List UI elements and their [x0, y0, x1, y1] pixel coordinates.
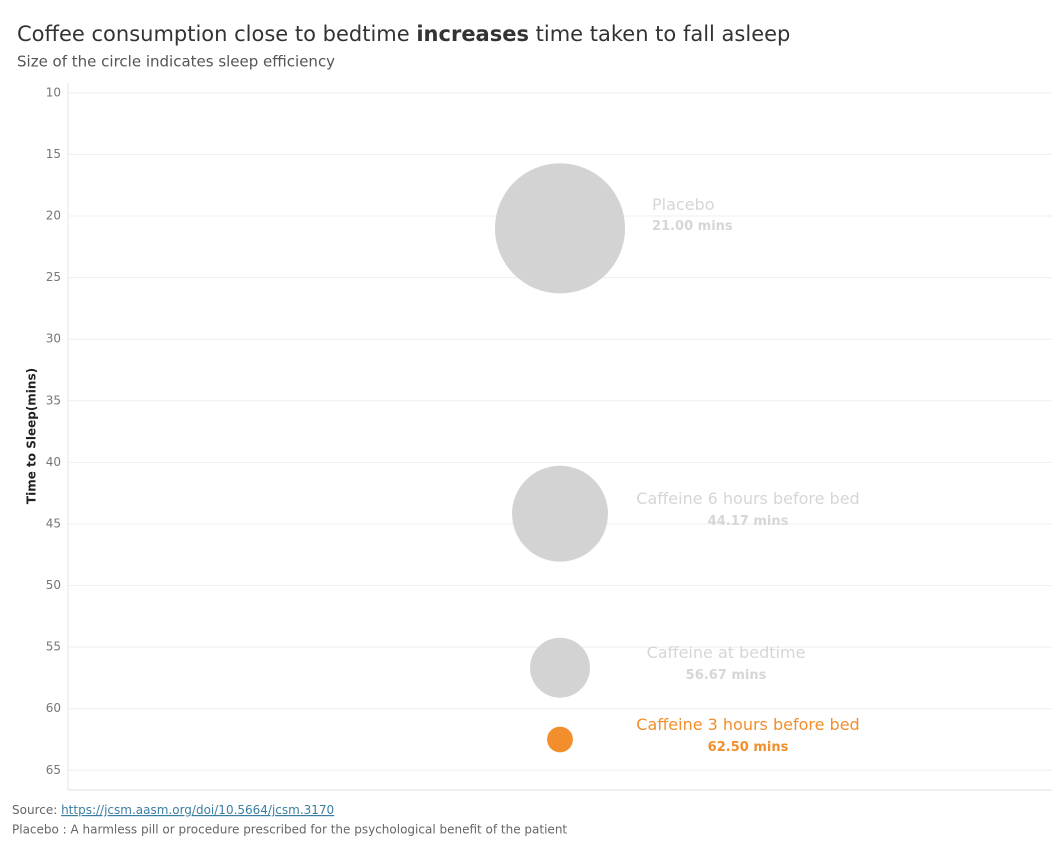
- value-label: 56.67 mins: [686, 668, 767, 683]
- value-label: 44.17 mins: [708, 514, 789, 529]
- placebo-note: Placebo : A harmless pill or procedure p…: [12, 823, 567, 837]
- y-tick-label: 50: [46, 578, 61, 592]
- bubble-label: Placebo: [652, 195, 714, 214]
- bubble-label: Caffeine 3 hours before bed: [636, 715, 859, 734]
- plot-area: 10 15 20 25 30 35 40 45 50 55 60 65 Placebo 21.00 min…: [46, 85, 1052, 777]
- chart-title: Coffee consumption close to bedtime incr…: [17, 22, 790, 46]
- title-part: Coffee consumption close to bedtime: [17, 22, 416, 46]
- y-tick-label: 40: [46, 455, 61, 469]
- chart-subtitle: Size of the circle indicates sleep effic…: [17, 53, 335, 71]
- y-tick-label: 65: [46, 763, 61, 777]
- y-tick-label: 30: [46, 332, 61, 346]
- y-tick-label: 35: [46, 393, 61, 407]
- y-tick-label: 25: [46, 270, 61, 284]
- y-tick-label: 20: [46, 209, 61, 223]
- source-link[interactable]: https://jcsm.aasm.org/doi/10.5664/jcsm.3…: [61, 803, 334, 817]
- bubble: [494, 163, 626, 294]
- source: Source: https://jcsm.aasm.org/doi/10.566…: [12, 803, 334, 817]
- bubble: [512, 465, 608, 562]
- title-part: time taken to fall asleep: [529, 22, 790, 46]
- value-label: 62.50 mins: [708, 740, 789, 755]
- bubble-label: Caffeine at bedtime: [647, 643, 806, 662]
- title-emphasis: increases: [416, 22, 529, 46]
- bubble: [547, 726, 573, 753]
- value-label: 21.00 mins: [652, 219, 733, 234]
- source-label: Source:: [12, 803, 61, 817]
- y-tick-label: 15: [46, 147, 61, 161]
- y-tick-label: 10: [46, 85, 61, 99]
- y-axis-title: Time to Sleep(mins): [25, 368, 39, 504]
- y-tick-label: 60: [46, 701, 61, 715]
- bubble: [530, 637, 590, 698]
- bubble-label: Caffeine 6 hours before bed: [636, 489, 859, 508]
- y-tick-label: 55: [46, 640, 61, 654]
- y-tick-label: 45: [46, 516, 61, 530]
